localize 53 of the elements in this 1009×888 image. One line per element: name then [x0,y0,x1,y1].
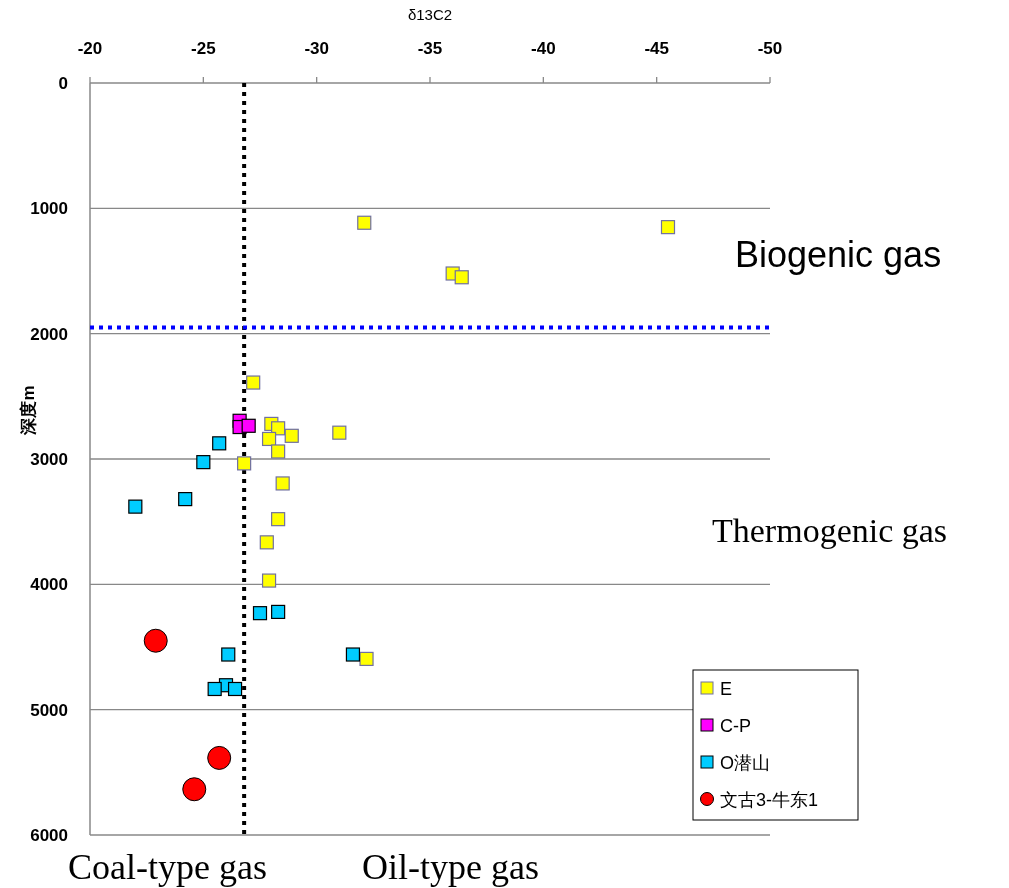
x-tick-label: -45 [644,39,669,58]
point [271,421,286,436]
point [359,651,374,667]
legend-label: O潜山 [720,752,771,773]
point [182,777,207,802]
y-tick-label: 6000 [30,826,68,845]
point [271,444,286,459]
annotation: Biogenic gas [735,234,942,275]
x-tick-label: -20 [77,39,103,58]
point [227,681,243,697]
legend-label: 文古3-牛东1 [720,789,819,810]
point [261,431,277,447]
x-tick-label: -25 [191,39,216,58]
y-tick-label: 1000 [30,199,68,219]
point [271,604,286,620]
y-tick-label: 0 [58,74,68,93]
point [261,573,277,588]
point [454,270,469,285]
point [128,499,143,514]
point [207,745,232,770]
point [345,647,361,662]
point [221,647,236,662]
point [246,375,261,390]
y-tick-label: 5000 [30,700,68,720]
annotation: Thermogenic gas [712,512,948,549]
point [237,456,252,471]
point [284,428,299,443]
x-tick-label: -30 [304,39,329,58]
point [207,681,222,697]
point [271,512,286,527]
point [178,492,193,507]
y-tick-label: 4000 [30,575,68,595]
legend-label: E [720,678,733,699]
point [660,220,676,235]
text: Coal-type gas [68,847,267,887]
x-tick-label: -50 [757,39,783,58]
point [259,535,274,550]
legend-label: C-P [720,715,751,736]
x-tick-label: -35 [417,39,443,58]
text: Oil-type gas [362,847,539,887]
point [241,418,256,433]
x-tick-label: -40 [531,39,556,58]
point [275,476,290,491]
x-axis-title: δ13C2 [407,6,453,23]
point [332,425,347,440]
y-axis-title: 深度m [19,385,38,436]
point [196,455,211,470]
point [252,606,268,621]
point [143,628,168,653]
point [212,436,227,451]
point [357,215,372,230]
y-tick-label: 2000 [30,324,68,344]
y-tick-label: 3000 [30,450,68,469]
